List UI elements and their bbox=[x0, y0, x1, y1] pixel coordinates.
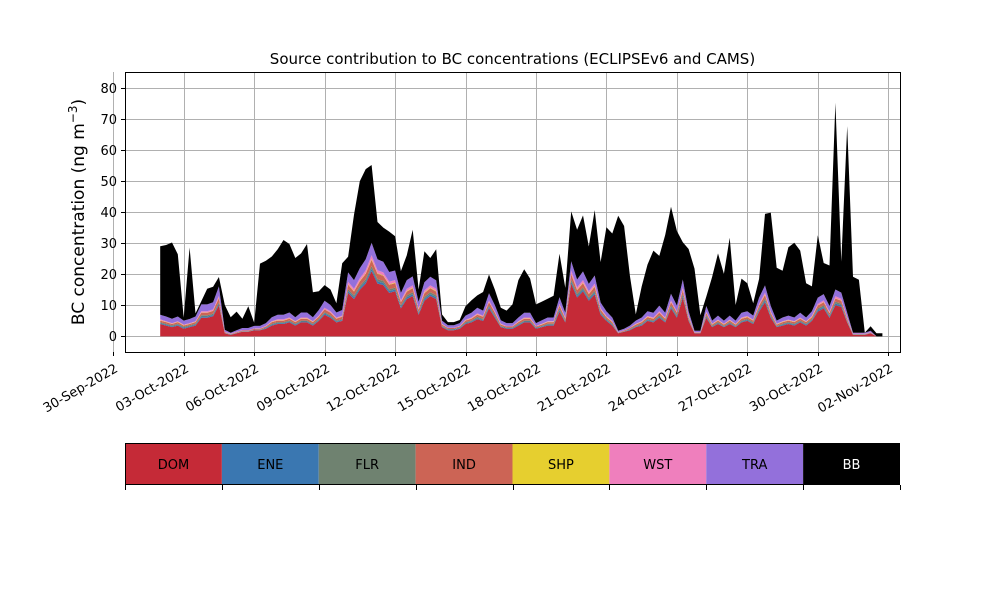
y-axis-title-close: ) bbox=[69, 99, 89, 106]
area-series-flr bbox=[160, 266, 883, 337]
x-tick-label: 27-Oct-2022 bbox=[676, 361, 754, 415]
x-axis: 30-Sep-202203-Oct-202206-Oct-202209-Oct-… bbox=[41, 352, 896, 416]
legend-label-bb: BB bbox=[843, 458, 861, 473]
legend-colorbar: DOM ENE FLR IND SHP WST TRA BB bbox=[125, 443, 901, 490]
area-series-tra bbox=[160, 242, 883, 337]
area-series-dom bbox=[160, 271, 883, 337]
legend-label-wst: WST bbox=[643, 458, 672, 473]
y-tick-label: 10 bbox=[100, 299, 117, 314]
y-tick-label: 30 bbox=[100, 237, 117, 252]
legend-swatch-ind bbox=[415, 443, 513, 485]
x-tick-label: 15-Oct-2022 bbox=[395, 361, 473, 415]
legend-swatch-tra bbox=[706, 443, 804, 485]
x-tick-label: 18-Oct-2022 bbox=[465, 361, 543, 415]
area-series-ind bbox=[160, 259, 883, 337]
y-tick-label: 0 bbox=[109, 330, 117, 345]
legend-swatch-bb bbox=[803, 443, 900, 485]
legend-swatch-flr bbox=[318, 443, 416, 485]
x-tick-label: 03-Oct-2022 bbox=[113, 361, 191, 415]
x-tick-label: 09-Oct-2022 bbox=[254, 361, 332, 415]
y-axis-title-superscript: −3 bbox=[66, 105, 80, 123]
legend-swatch-dom bbox=[125, 443, 222, 485]
legend-label-dom: DOM bbox=[158, 458, 189, 473]
stacked-areas bbox=[160, 102, 883, 337]
x-tick-label: 30-Oct-2022 bbox=[747, 361, 825, 415]
x-tick-label: 02-Nov-2022 bbox=[815, 361, 895, 416]
y-tick-label: 20 bbox=[100, 268, 117, 283]
legend-swatch-wst bbox=[609, 443, 707, 485]
legend-frame bbox=[125, 443, 900, 485]
x-tick-label: 30-Sep-2022 bbox=[41, 361, 121, 416]
y-axis-title: BC concentration (ng m−3) bbox=[66, 99, 89, 325]
y-axis-title-text: BC concentration (ng m bbox=[69, 123, 89, 325]
chart-title: Source contribution to BC concentrations… bbox=[270, 50, 755, 68]
y-tick-label: 80 bbox=[100, 82, 117, 97]
x-tick-label: 21-Oct-2022 bbox=[535, 361, 613, 415]
area-series-wst bbox=[160, 255, 883, 337]
legend-swatch-shp bbox=[512, 443, 610, 485]
x-tick-label: 24-Oct-2022 bbox=[606, 361, 684, 415]
area-series-shp bbox=[160, 259, 883, 337]
legend-label-ene: ENE bbox=[257, 458, 283, 473]
legend-label-tra: TRA bbox=[741, 458, 767, 473]
legend-label-ind: IND bbox=[452, 458, 476, 473]
area-series-bb bbox=[160, 102, 883, 337]
x-tick-label: 06-Oct-2022 bbox=[183, 361, 261, 415]
legend-label-shp: SHP bbox=[548, 458, 574, 473]
y-tick-label: 40 bbox=[100, 206, 117, 221]
y-tick-label: 70 bbox=[100, 113, 117, 128]
plot-frame bbox=[125, 72, 901, 353]
y-tick-label: 60 bbox=[100, 144, 117, 159]
y-axis: 0 10 20 30 40 50 60 70 80 bbox=[100, 82, 125, 345]
x-tick-label: 12-Oct-2022 bbox=[324, 361, 402, 415]
y-tick-label: 50 bbox=[100, 175, 117, 190]
legend-swatch-ene bbox=[221, 443, 319, 485]
legend-label-flr: FLR bbox=[355, 458, 379, 473]
